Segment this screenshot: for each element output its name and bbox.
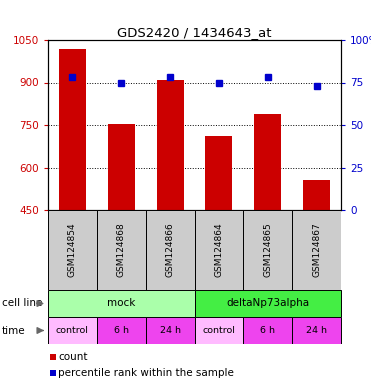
Bar [194,210,243,290]
Text: 24 h: 24 h [160,326,181,335]
Text: GSM124854: GSM124854 [68,223,77,277]
Bar [48,290,194,317]
Bar [292,210,341,290]
Bar [50,370,56,376]
Bar [146,210,194,290]
Bar [243,210,292,290]
Text: mock: mock [107,298,135,308]
Bar [157,79,184,210]
Bar [194,317,243,344]
Bar [50,354,56,359]
Bar [292,317,341,344]
Text: 6 h: 6 h [260,326,275,335]
Text: 6 h: 6 h [114,326,129,335]
Bar [108,124,135,210]
Text: time: time [2,326,26,336]
Text: count: count [59,352,88,362]
Bar [97,210,146,290]
Bar [48,210,97,290]
Bar [206,136,232,210]
Text: GSM124868: GSM124868 [117,223,126,277]
Text: deltaNp73alpha: deltaNp73alpha [226,298,309,308]
Title: GDS2420 / 1434643_at: GDS2420 / 1434643_at [117,26,272,39]
Bar [146,317,194,344]
Bar [243,317,292,344]
Text: percentile rank within the sample: percentile rank within the sample [59,368,234,378]
Bar [255,114,281,210]
Text: 24 h: 24 h [306,326,327,335]
Text: GSM124864: GSM124864 [214,223,223,277]
Text: control: control [56,326,89,335]
Bar [303,180,330,210]
Text: GSM124866: GSM124866 [165,223,175,277]
Bar [48,317,97,344]
Bar [97,317,146,344]
Text: cell line: cell line [2,298,42,308]
Text: control: control [203,326,235,335]
Text: GSM124867: GSM124867 [312,223,321,277]
Text: GSM124865: GSM124865 [263,223,272,277]
Bar [194,290,341,317]
Bar [59,48,86,210]
